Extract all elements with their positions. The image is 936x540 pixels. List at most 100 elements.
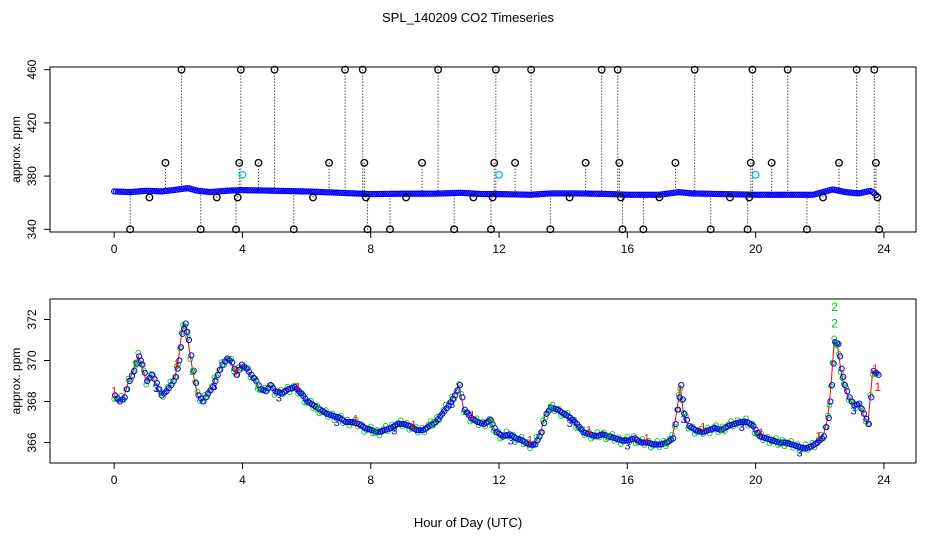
baseline-point <box>774 191 782 198</box>
series-label: 3 <box>334 417 340 429</box>
series-3-point <box>538 429 545 436</box>
baseline-point <box>482 190 489 198</box>
baseline-point <box>805 191 813 198</box>
series-label: 1 <box>527 435 533 447</box>
series-3-point <box>452 392 459 399</box>
outlier-point <box>236 65 245 74</box>
series-label: 2 <box>314 403 320 415</box>
baseline-point <box>393 190 401 197</box>
outlier-point <box>618 225 627 234</box>
series-label: 1 <box>644 433 650 445</box>
y-tick-label: 366 <box>25 432 39 452</box>
series-label: 2 <box>719 424 725 436</box>
series-3-point <box>683 416 690 424</box>
series-3-point <box>830 360 837 367</box>
series-3-point <box>396 420 403 428</box>
baseline-point <box>397 190 405 197</box>
series-3-point <box>126 377 133 385</box>
baseline-point <box>261 187 268 194</box>
baseline-point <box>114 188 122 195</box>
series-label: 3 <box>508 436 514 448</box>
y-tick-label: 372 <box>25 309 39 329</box>
baseline-point <box>407 190 414 197</box>
baseline-point <box>370 190 378 198</box>
baseline-point <box>368 190 376 198</box>
series-3-point <box>137 357 144 364</box>
outlier-point <box>254 158 263 167</box>
baseline-point <box>110 188 118 195</box>
x-tick-label: 20 <box>749 242 763 256</box>
outlier-point <box>488 193 497 202</box>
baseline-point <box>674 189 682 196</box>
baseline-point <box>307 188 314 195</box>
series-2-point <box>743 415 749 422</box>
series-3-point <box>670 435 677 442</box>
baseline-point <box>547 190 555 197</box>
baseline-point <box>792 191 799 198</box>
outlier-point <box>450 225 459 234</box>
baseline-point <box>322 189 329 196</box>
series-3-point <box>236 366 243 373</box>
series-3-point <box>681 410 688 417</box>
baseline-point <box>422 190 430 197</box>
series-2-point <box>456 381 462 387</box>
series-label: 2 <box>777 438 783 450</box>
baseline-point <box>301 188 308 195</box>
outlier-point <box>746 158 755 167</box>
baseline-point <box>268 187 276 194</box>
plot-frame <box>49 298 917 464</box>
baseline-point <box>420 190 428 197</box>
baseline-point <box>415 190 422 197</box>
baseline-point <box>266 187 274 194</box>
series-3-point <box>825 414 832 421</box>
series-label: 2 <box>833 338 839 350</box>
baseline-point <box>605 190 612 198</box>
outlier-point <box>852 65 861 74</box>
baseline-point <box>513 191 520 198</box>
outlier-point <box>232 225 240 234</box>
baseline-point <box>555 190 562 197</box>
series-3-point <box>739 418 746 426</box>
x-tick-label: 12 <box>492 242 506 256</box>
series-2-points <box>111 322 881 454</box>
series-2-point <box>128 376 134 383</box>
baseline-point <box>120 188 127 195</box>
series-3-point <box>618 437 626 444</box>
series-3-point <box>454 387 461 394</box>
baseline-point <box>524 191 532 198</box>
series-3-point <box>741 418 748 426</box>
baseline-point <box>601 190 609 198</box>
outlier-point <box>511 158 520 167</box>
y-tick-label: 380 <box>25 166 39 186</box>
baseline-point <box>255 187 262 194</box>
series-2-point <box>192 378 198 385</box>
baseline-point <box>495 190 503 198</box>
baseline-point <box>411 190 418 197</box>
series-3-point <box>674 406 682 413</box>
baseline-point <box>765 191 772 198</box>
series-3-point <box>136 353 143 360</box>
series-3-point <box>156 386 163 393</box>
outlier-point <box>527 65 536 74</box>
baseline-point <box>436 190 443 197</box>
series-label: 1 <box>111 385 117 397</box>
baseline-point <box>703 190 711 197</box>
y-tick-label: 370 <box>25 350 39 370</box>
x-tick-label: 24 <box>877 242 891 256</box>
series-3-point <box>840 373 847 380</box>
series-3-point <box>527 441 535 448</box>
baseline-point <box>709 190 716 198</box>
baseline-point <box>628 191 635 198</box>
baseline-point <box>738 191 745 198</box>
baseline-point <box>505 191 512 198</box>
baseline-point <box>786 191 793 198</box>
baseline-point <box>592 190 599 197</box>
baseline-point <box>297 188 304 195</box>
series-label: 2 <box>133 359 139 371</box>
baseline-point <box>232 187 239 194</box>
series-3-point <box>620 437 628 444</box>
series-3-point <box>174 365 181 372</box>
series-2-point <box>837 369 844 376</box>
